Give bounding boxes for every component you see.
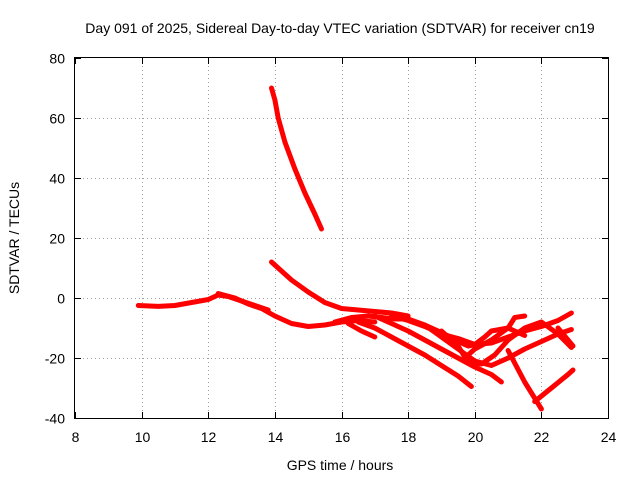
x-tick-label: 20 (468, 429, 484, 445)
x-tick-label: 24 (601, 429, 617, 445)
y-tick-label: -40 (45, 411, 65, 427)
x-tick-label: 8 (72, 429, 80, 445)
y-tick-label: -20 (45, 351, 65, 367)
grid (75, 58, 608, 418)
y-tick-label: 40 (49, 171, 65, 187)
x-tick-label: 16 (335, 429, 351, 445)
series-line-track-11 (422, 322, 574, 368)
series-line-track-4 (269, 259, 411, 319)
x-tick-label: 18 (401, 429, 417, 445)
plot-frame (74, 57, 609, 419)
series-line-track-16 (555, 325, 576, 349)
series-line-track-12 (438, 319, 574, 367)
x-axis-label: GPS time / hours (287, 457, 394, 473)
x-tick-label: 10 (135, 429, 151, 445)
series-line-track-15 (532, 367, 576, 404)
y-axis-label: SDTVAR / TECUs (6, 182, 22, 294)
series-line-track-13 (462, 313, 528, 361)
x-ticks: 8 10 12 14 16 18 20 22 24 (72, 58, 617, 445)
series-line-track-6 (345, 321, 378, 340)
y-ticks: -40 -20 0 20 40 60 80 (45, 51, 608, 427)
series-group (135, 85, 576, 412)
x-tick-label: 22 (534, 429, 550, 445)
series-line-track-3 (269, 85, 324, 232)
chart-title: Day 091 of 2025, Sidereal Day-to-day VTE… (85, 20, 595, 36)
series-line-track-8 (372, 313, 504, 385)
y-tick-label: 20 (49, 231, 65, 247)
x-tick-label: 14 (268, 429, 284, 445)
series-line-track-7 (355, 319, 474, 389)
y-tick-label: 0 (57, 291, 65, 307)
y-tick-label: 60 (49, 111, 65, 127)
x-tick-label: 12 (201, 429, 217, 445)
y-tick-label: 80 (49, 51, 65, 67)
